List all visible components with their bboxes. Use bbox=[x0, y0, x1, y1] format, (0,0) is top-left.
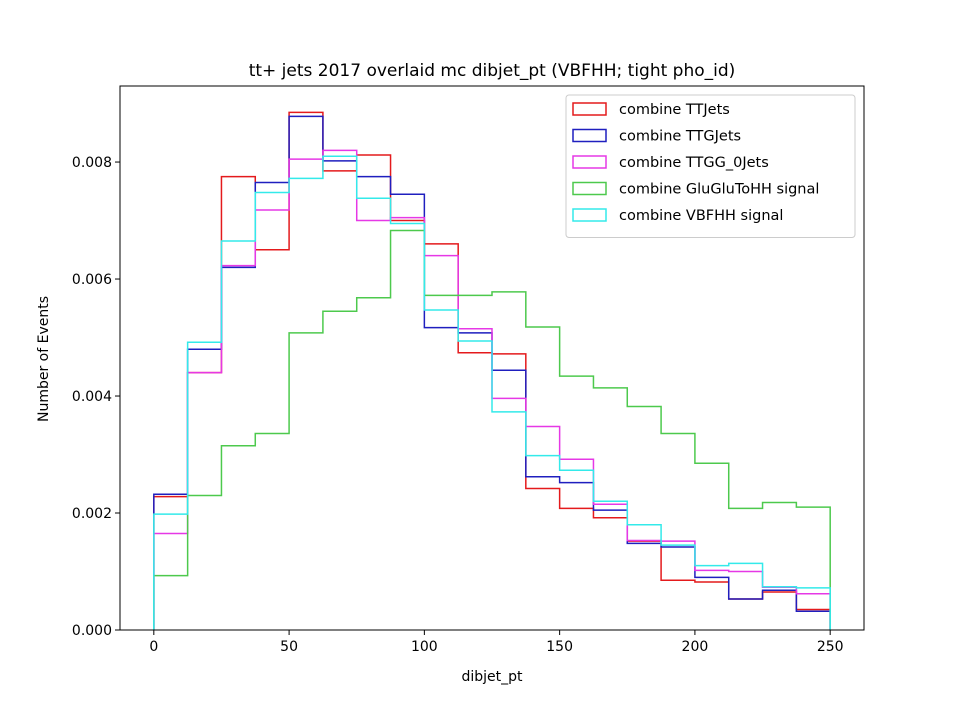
legend-swatch bbox=[572, 155, 607, 169]
legend-label: combine TTGG_0Jets bbox=[619, 155, 769, 171]
y-tick-label: 0.002 bbox=[72, 506, 112, 522]
legend-swatch bbox=[572, 128, 607, 143]
legend-label: combine TTJets bbox=[619, 102, 730, 118]
x-tick-label: 100 bbox=[411, 639, 438, 655]
y-tick-label: 0.008 bbox=[72, 155, 112, 171]
x-tick-label: 150 bbox=[546, 639, 573, 655]
legend-label: combine VBFHH signal bbox=[619, 208, 783, 224]
y-tick-label: 0.000 bbox=[72, 623, 112, 639]
x-tick-label: 50 bbox=[280, 639, 298, 655]
axes-frame bbox=[119, 85, 865, 631]
x-axis-ticks: 0 50 100 150 200 250 bbox=[149, 630, 844, 655]
legend-box bbox=[565, 94, 856, 238]
plot-area bbox=[153, 111, 831, 630]
x-axis-label: dibjet_pt bbox=[461, 669, 523, 685]
y-axis-ticks: 0.000 0.002 0.004 0.006 0.008 bbox=[72, 155, 120, 639]
x-tick-label: 0 bbox=[149, 639, 158, 655]
series-4-step-line bbox=[153, 155, 831, 630]
legend-swatch bbox=[572, 181, 607, 196]
legend-swatch bbox=[572, 208, 607, 222]
legend-label: combine GluGluToHH signal bbox=[619, 182, 819, 198]
legend-label: combine TTGJets bbox=[619, 129, 741, 145]
legend: combine TTJets combine TTGJets combine TTG… bbox=[565, 94, 856, 238]
y-tick-label: 0.006 bbox=[72, 272, 112, 288]
x-tick-label: 250 bbox=[817, 639, 844, 655]
x-tick-label: 200 bbox=[682, 639, 709, 655]
y-axis-label: Number of Events bbox=[36, 296, 52, 422]
legend-swatch bbox=[572, 102, 607, 116]
y-tick-label: 0.004 bbox=[72, 389, 112, 405]
chart-title: tt+ jets 2017 overlaid mc dibjet_pt (VBF… bbox=[249, 61, 736, 81]
series-3-step-line bbox=[153, 229, 831, 630]
